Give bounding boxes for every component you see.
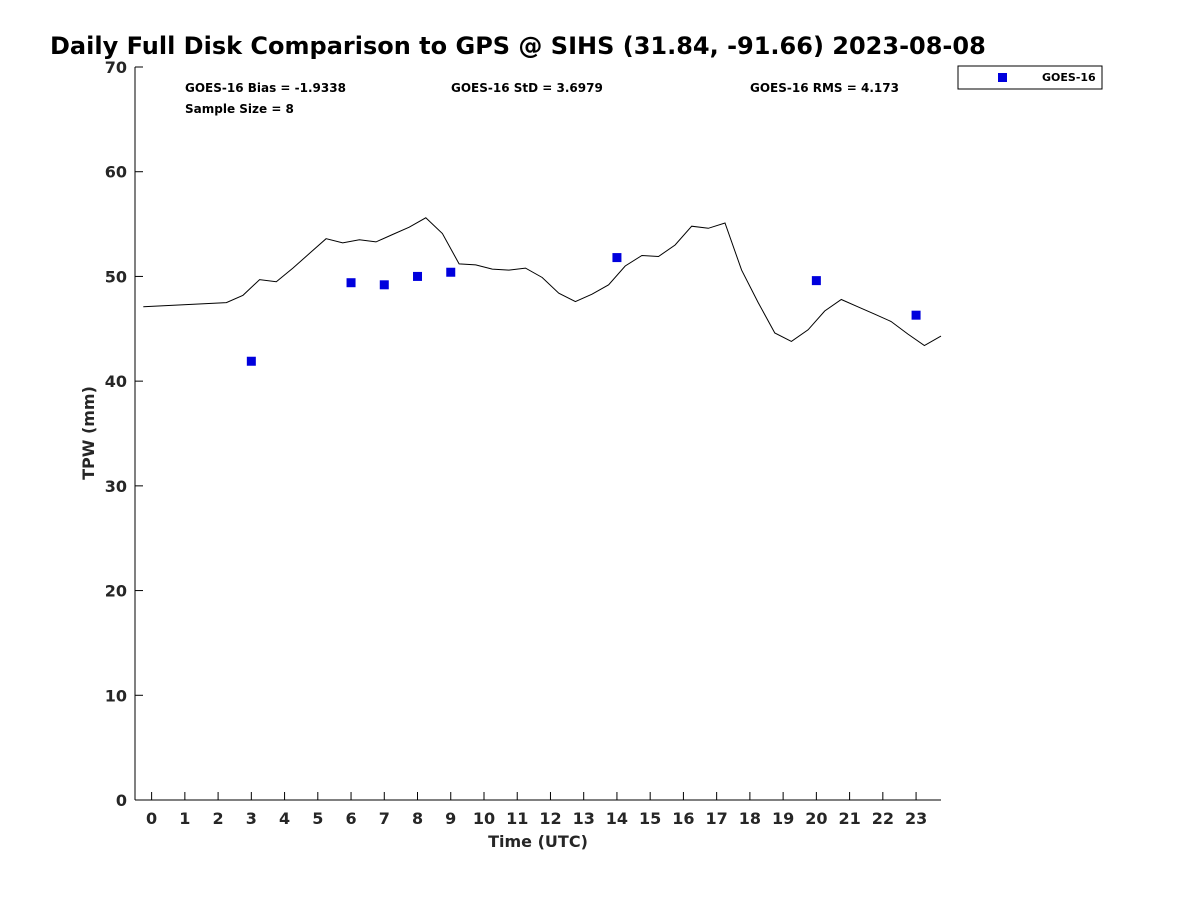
- x-tick-label: 13: [573, 809, 595, 828]
- x-tick-label: 19: [772, 809, 794, 828]
- y-tick-label: 40: [105, 372, 127, 391]
- x-tick-label: 7: [379, 809, 390, 828]
- x-tick-label: 18: [739, 809, 761, 828]
- x-tick-label: 4: [279, 809, 290, 828]
- x-tick-label: 2: [213, 809, 224, 828]
- y-tick-label: 0: [116, 791, 127, 810]
- y-ticks: 0 10 20 30 40 50 60 70: [105, 58, 143, 810]
- y-tick-label: 50: [105, 267, 127, 286]
- y-tick-label: 60: [105, 163, 127, 182]
- legend: GOES-16: [957, 65, 1103, 90]
- x-tick-label: 22: [872, 809, 894, 828]
- x-tick-label: 6: [345, 809, 356, 828]
- bias-stat: GOES-16 Bias = -1.9338: [185, 81, 346, 95]
- gps-line: [143, 217, 942, 347]
- x-tick-label: 17: [706, 809, 728, 828]
- goes16-point: [413, 271, 423, 281]
- x-tick-label: 0: [146, 809, 157, 828]
- rms-stat: GOES-16 RMS = 4.173: [750, 81, 899, 95]
- chart-title: Daily Full Disk Comparison to GPS @ SIHS…: [50, 32, 986, 60]
- legend-marker: [998, 73, 1007, 82]
- x-tick-label: 5: [312, 809, 323, 828]
- y-tick-label: 70: [105, 58, 127, 77]
- x-tick-label: 23: [905, 809, 927, 828]
- x-tick-label: 15: [639, 809, 661, 828]
- x-tick-label: 21: [838, 809, 860, 828]
- x-tick-label: 10: [473, 809, 495, 828]
- sample-size-stat: Sample Size = 8: [185, 102, 294, 116]
- x-tick-label: 9: [445, 809, 456, 828]
- x-tick-label: 3: [246, 809, 257, 828]
- x-tick-label: 14: [606, 809, 628, 828]
- x-tick-label: 1: [179, 809, 190, 828]
- x-tick-label: 12: [539, 809, 561, 828]
- x-tick-label: 16: [672, 809, 694, 828]
- x-tick-label: 11: [506, 809, 528, 828]
- x-tick-label: 20: [805, 809, 827, 828]
- goes16-point: [346, 278, 356, 288]
- y-axis-label: TPW (mm): [79, 386, 98, 480]
- legend-label-goes16: GOES-16: [1042, 71, 1096, 84]
- goes16-point: [379, 280, 389, 290]
- y-tick-label: 20: [105, 582, 127, 601]
- std-stat: GOES-16 StD = 3.6979: [451, 81, 603, 95]
- goes16-point: [446, 267, 456, 277]
- goes16-point: [811, 276, 821, 286]
- x-tick-label: 8: [412, 809, 423, 828]
- goes16-point: [246, 356, 256, 366]
- gps-series-line: [143, 217, 942, 347]
- legend-box: [957, 65, 1103, 90]
- x-ticks: 0 1 2 3 4 5 6 7 8 9 10 11 12 13 14 15 16 17 18 19 20 21 22 23: [146, 792, 927, 828]
- goes16-points: [246, 253, 921, 366]
- goes16-point: [612, 253, 622, 263]
- goes16-point: [911, 310, 921, 320]
- y-tick-label: 10: [105, 686, 127, 705]
- y-tick-label: 30: [105, 477, 127, 496]
- x-axis-label: Time (UTC): [488, 832, 588, 851]
